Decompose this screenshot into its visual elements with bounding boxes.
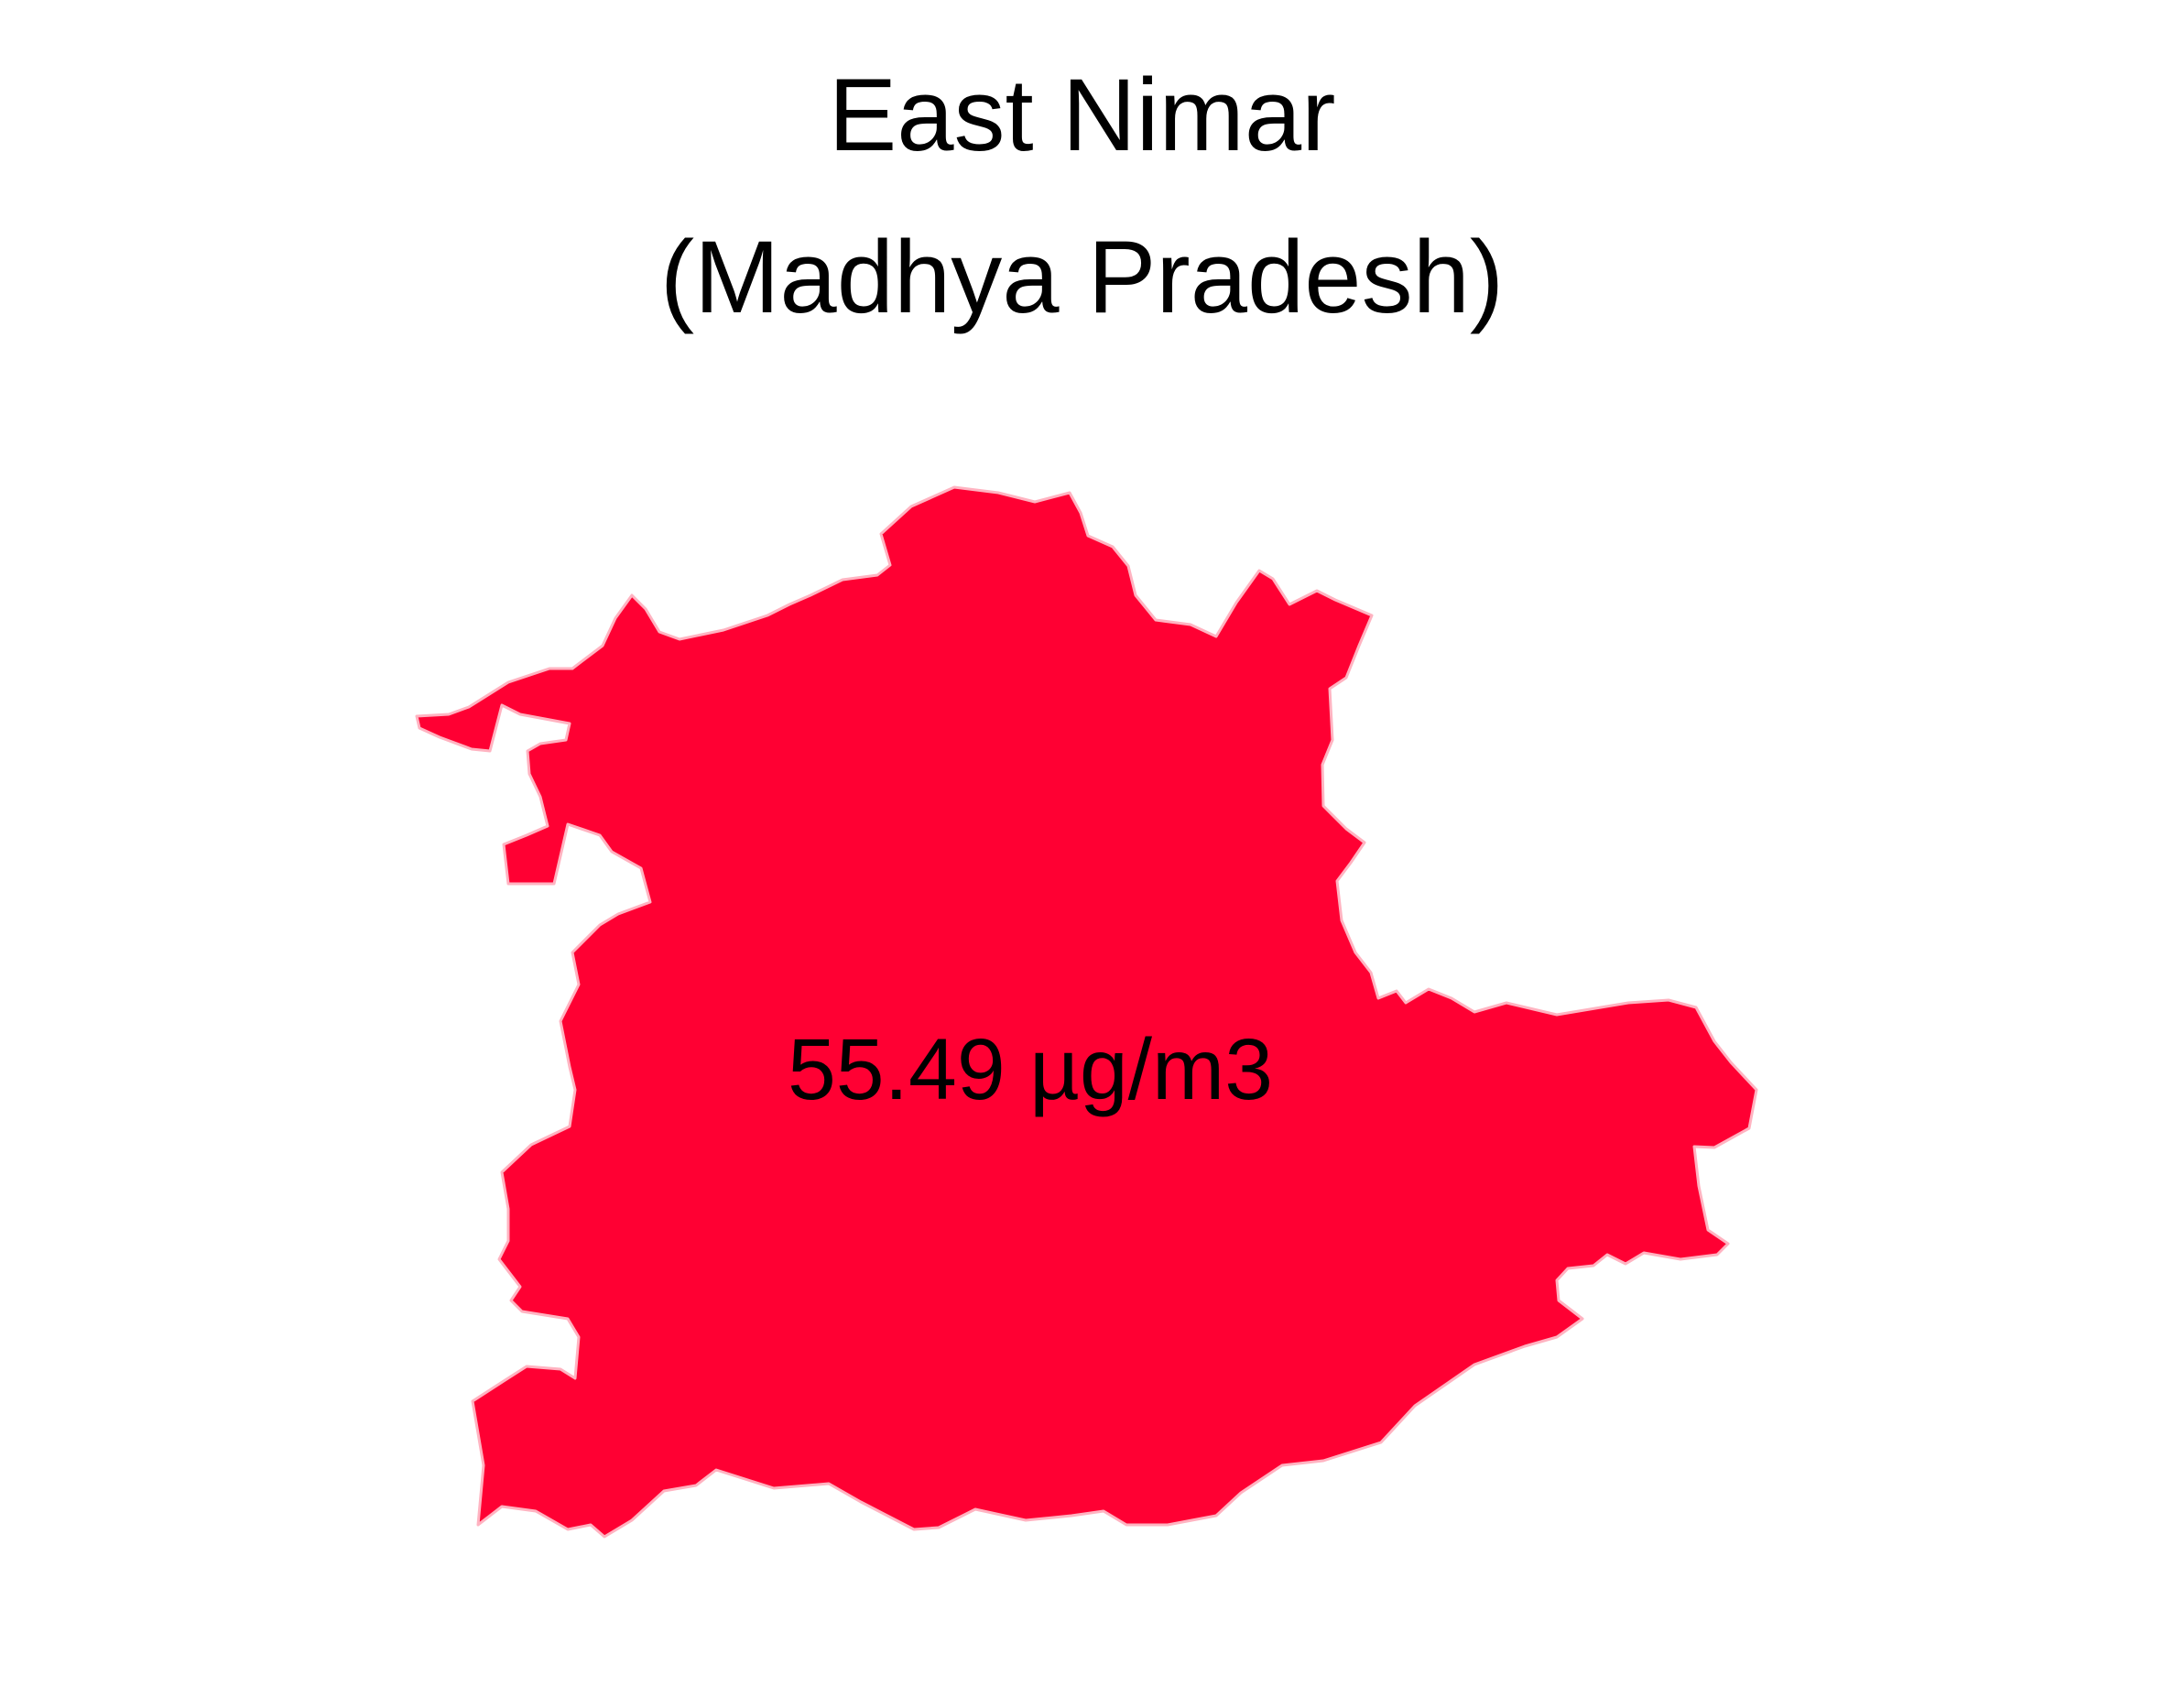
district-shape-east-nimar	[415, 485, 1758, 1539]
map-subtitle: (Madhya Pradesh)	[659, 220, 1505, 334]
value-label: 55.49 µg/m3	[788, 1021, 1273, 1118]
map-title: East Nimar	[828, 58, 1336, 172]
